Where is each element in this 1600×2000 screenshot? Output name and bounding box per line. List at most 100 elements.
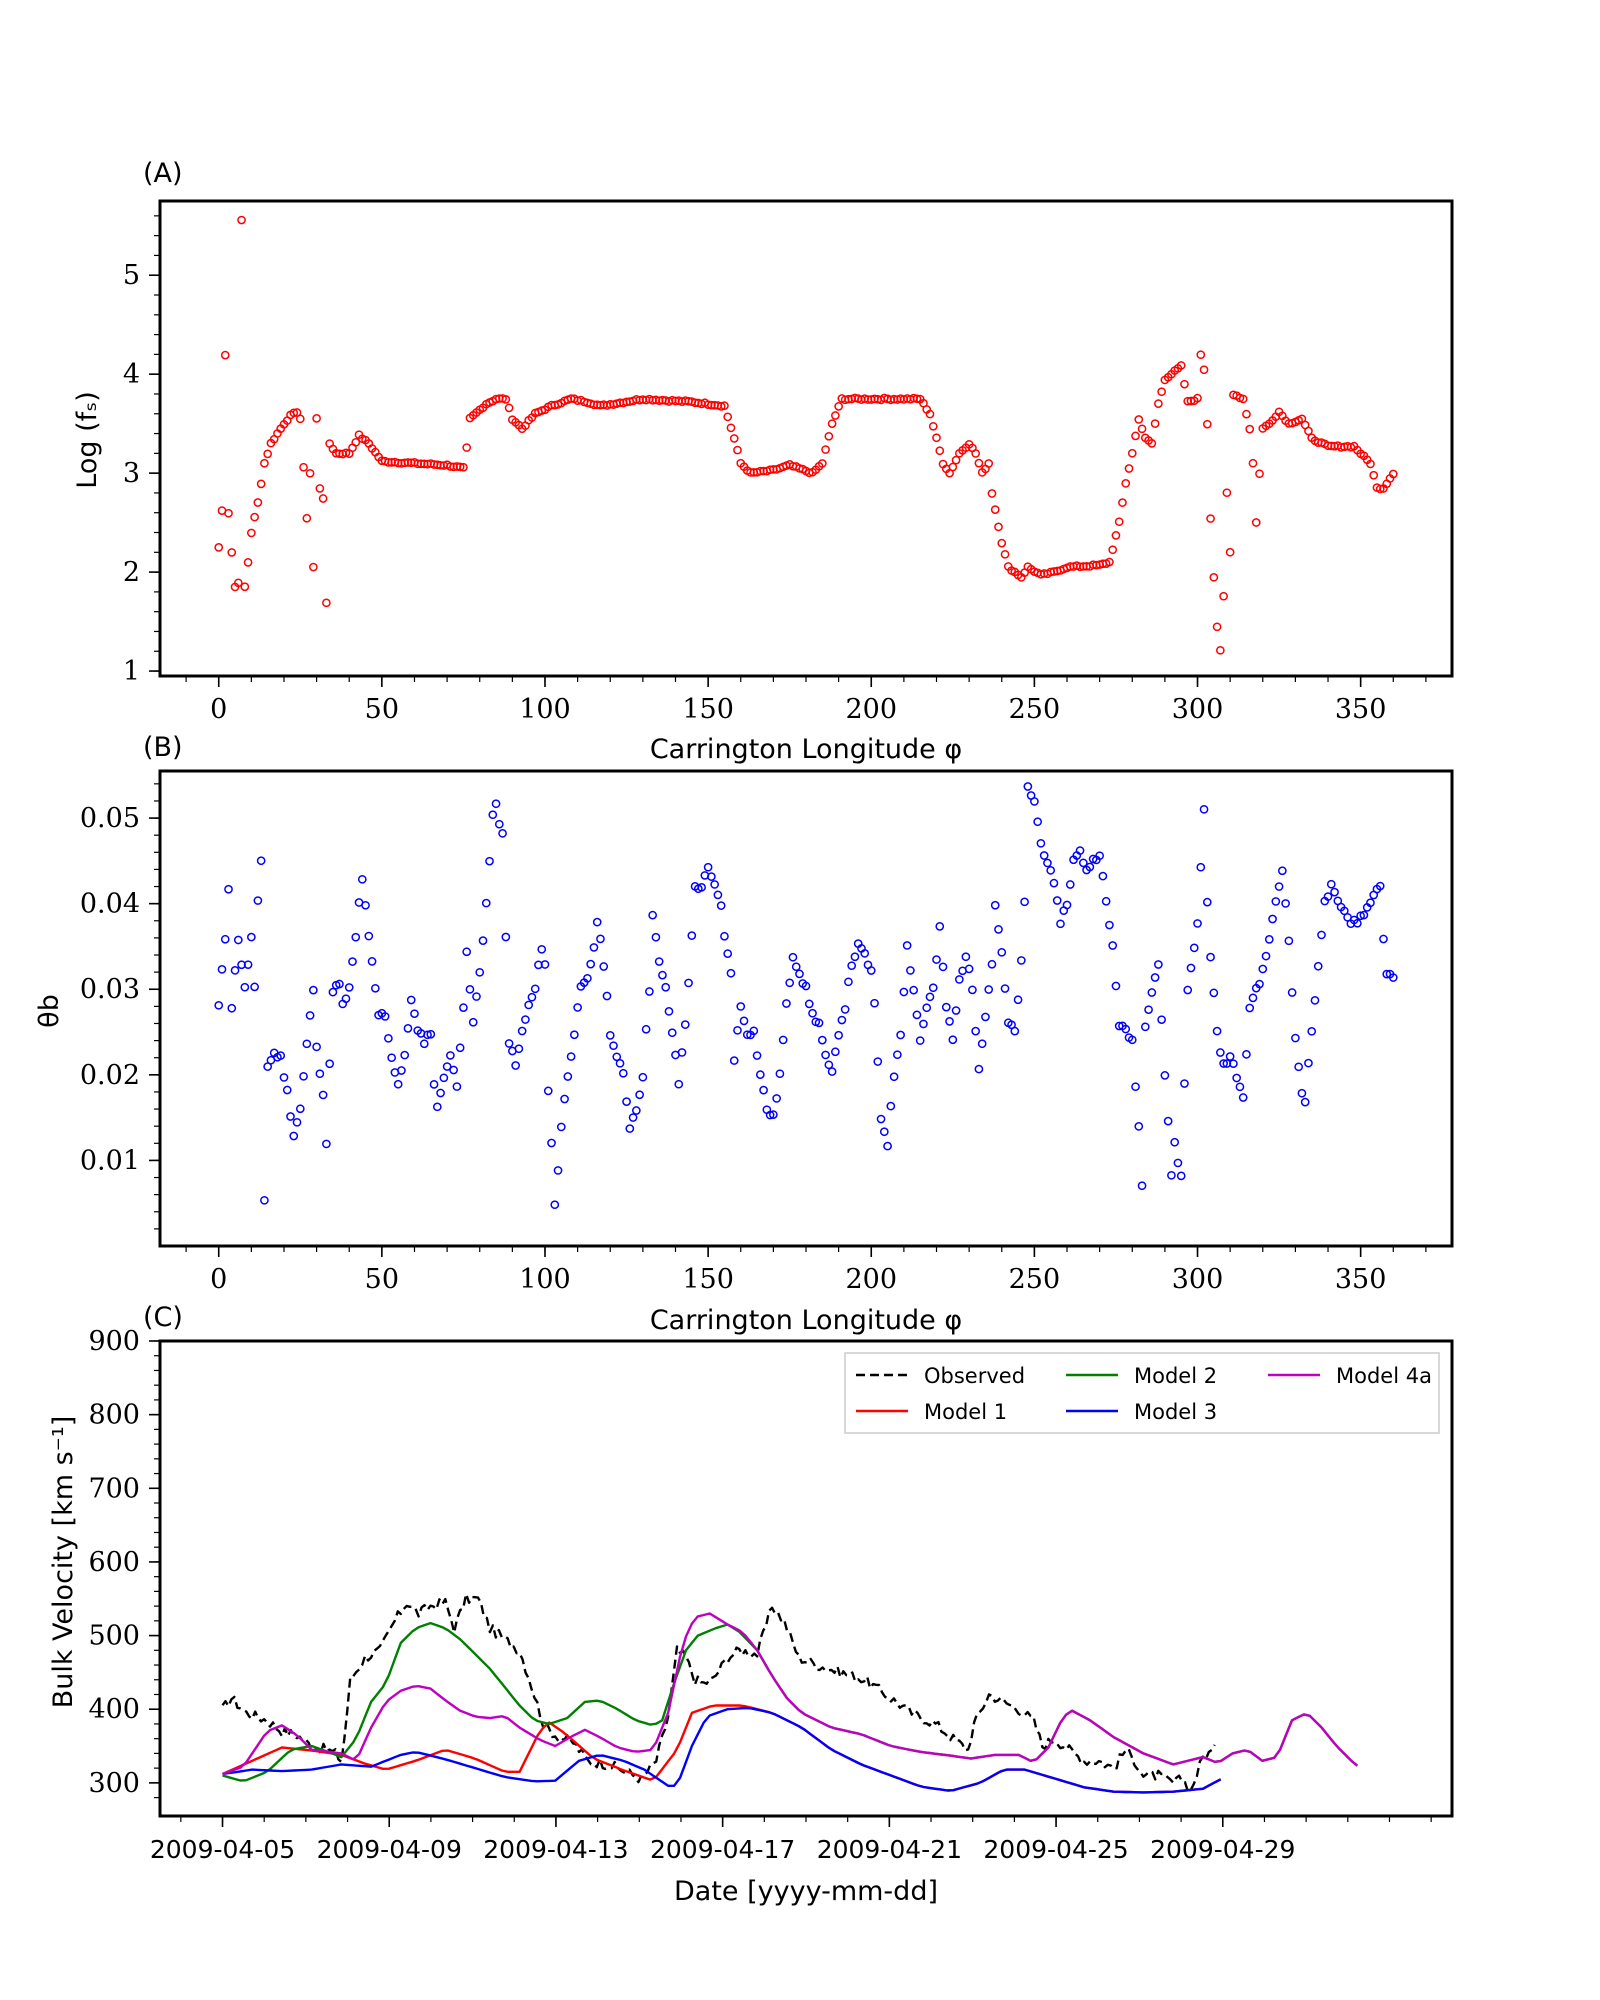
panel-a-point bbox=[1134, 415, 1144, 424]
panel-b-point bbox=[896, 1030, 905, 1040]
panel-b-point bbox=[879, 1127, 889, 1137]
panel-b-point bbox=[1095, 851, 1104, 861]
panel-b-point bbox=[250, 982, 259, 992]
panel-b-xtick-label: 50 bbox=[365, 1264, 399, 1295]
panel-b-point bbox=[289, 1131, 299, 1141]
panel-b-point bbox=[243, 960, 253, 970]
panel-b-point bbox=[1382, 969, 1392, 979]
panel-b-point bbox=[1127, 1035, 1137, 1045]
panel-a-point bbox=[260, 458, 269, 468]
panel-b-point bbox=[707, 872, 716, 881]
panel-b-point bbox=[233, 935, 243, 945]
panel-a-ytick-label: 2 bbox=[123, 557, 140, 588]
panel-b-point bbox=[1154, 960, 1163, 969]
panel-b-point bbox=[1323, 892, 1333, 901]
panel-b-point bbox=[442, 1062, 452, 1071]
panel-b-point bbox=[1170, 1137, 1180, 1147]
panel-b-point bbox=[491, 799, 501, 809]
panel-b-point bbox=[759, 1085, 768, 1095]
panel-b-point bbox=[866, 966, 876, 975]
panel-b-point bbox=[292, 1117, 302, 1127]
panel-b-point bbox=[1033, 817, 1042, 827]
panel-a-point bbox=[720, 401, 729, 410]
panel-b-point bbox=[1020, 897, 1029, 907]
panel-b-point bbox=[540, 960, 550, 969]
panel-b-xtick-label: 100 bbox=[519, 1264, 571, 1295]
panel-b-point bbox=[1000, 984, 1010, 993]
panel-b-point bbox=[295, 1104, 305, 1114]
panel-a-point bbox=[459, 462, 468, 472]
panel-b-point bbox=[397, 1066, 406, 1075]
panel-a-point bbox=[224, 508, 233, 518]
panel-b-point bbox=[605, 1031, 615, 1040]
panel-b-point bbox=[1167, 1170, 1176, 1180]
panel-b-xtick-label: 250 bbox=[1009, 1264, 1061, 1295]
panel-b-point bbox=[419, 1039, 429, 1049]
panel-b-point bbox=[550, 1200, 560, 1210]
panel-b-point bbox=[801, 981, 811, 991]
panel-b-point bbox=[827, 1067, 837, 1076]
panel-a-ylabel: Log (fₛ) bbox=[72, 391, 103, 488]
panel-a-point bbox=[994, 522, 1003, 532]
panel-b-point bbox=[1317, 930, 1326, 940]
panel-b-point bbox=[1030, 797, 1039, 806]
panel-b-point bbox=[276, 1051, 286, 1060]
panel-b-point bbox=[1078, 858, 1088, 868]
panel-a-point bbox=[504, 403, 514, 413]
panel-a-point bbox=[233, 578, 243, 588]
panel-b-point bbox=[941, 1002, 951, 1012]
panel-a-point bbox=[1193, 393, 1202, 403]
panel-a-point bbox=[984, 459, 994, 468]
panel-b-point bbox=[680, 1020, 690, 1029]
panel-b-point bbox=[227, 1003, 237, 1013]
panel-b-point bbox=[504, 1039, 514, 1048]
panel-b-point bbox=[328, 987, 338, 997]
panel-b-point bbox=[335, 979, 344, 989]
panel-b-point bbox=[1238, 1093, 1248, 1102]
panel-b-point bbox=[628, 1113, 638, 1122]
legend: Observed Model 1 Model 2 Model 3 Model 4… bbox=[844, 1352, 1440, 1434]
panel-b-point bbox=[556, 1122, 566, 1132]
panel-a-point bbox=[925, 409, 935, 419]
panel-a-point bbox=[912, 394, 922, 404]
panel-b-point bbox=[501, 932, 511, 942]
panel-b-point bbox=[739, 1016, 749, 1026]
panel-a-point bbox=[824, 431, 834, 441]
panel-a-point bbox=[1147, 439, 1157, 448]
panel-b-point bbox=[977, 1039, 987, 1049]
panel-b: (B) Carrington Longitude φ θb 0 50 100 150 2… bbox=[34, 732, 1454, 1336]
panel-b-point bbox=[446, 1051, 455, 1060]
panel-a-xtick-label: 350 bbox=[1335, 694, 1387, 725]
panel-b-point bbox=[299, 1071, 308, 1081]
panel-b-point bbox=[661, 982, 671, 992]
panel-b-point bbox=[932, 955, 941, 964]
panel-b-ytick-label: 0.04 bbox=[80, 889, 140, 920]
panel-b-point bbox=[592, 917, 602, 927]
panel-a-point bbox=[1121, 479, 1131, 488]
panel-c-ytick-label: 300 bbox=[88, 1768, 140, 1799]
panel-a-point bbox=[1180, 379, 1189, 389]
panel-b-point bbox=[230, 965, 240, 975]
panel-b-point bbox=[472, 992, 481, 1001]
panel-a-point bbox=[1202, 419, 1212, 429]
panel-a-point bbox=[250, 512, 259, 522]
panel-b-point bbox=[1264, 935, 1274, 944]
panel-b-point bbox=[524, 1000, 534, 1010]
panel-b-point bbox=[305, 1011, 315, 1020]
panel-b-point bbox=[964, 964, 974, 974]
panel-a-point bbox=[1154, 399, 1163, 408]
panel-b-xtick-label: 350 bbox=[1335, 1264, 1387, 1295]
panel-b-point bbox=[847, 961, 857, 971]
panel-a-point bbox=[948, 462, 958, 472]
panel-a-point bbox=[928, 421, 938, 431]
panel-b-point bbox=[322, 1139, 331, 1149]
panel-b-point bbox=[380, 1012, 390, 1021]
panel-b-point bbox=[645, 987, 654, 996]
panel-b-point bbox=[971, 1026, 981, 1036]
panel-b-point bbox=[1039, 851, 1049, 860]
panel-b-point bbox=[341, 994, 351, 1004]
panel-b-point bbox=[1043, 858, 1052, 868]
panel-b-point bbox=[1307, 1026, 1317, 1036]
panel-b-point bbox=[563, 1072, 573, 1081]
